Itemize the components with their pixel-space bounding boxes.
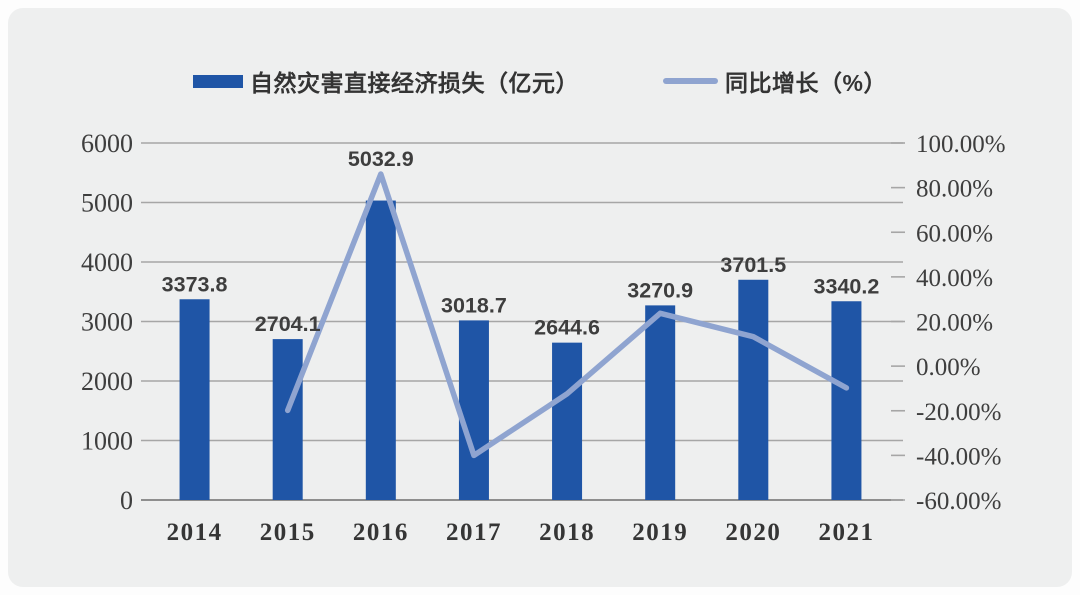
- x-axis-label-2016: 2016: [353, 519, 409, 546]
- right-axis-tick-label: 40.00%: [916, 265, 993, 292]
- right-axis-tick-label: -40.00%: [916, 443, 1001, 470]
- left-axis-tick-label: 4000: [81, 248, 133, 277]
- bar-2017: [458, 320, 489, 500]
- legend-label-economic-loss: 自然灾害直接经济损失（亿元）: [250, 70, 580, 96]
- bar-2015: [272, 339, 303, 500]
- left-axis-tick-label: 2000: [81, 367, 133, 396]
- x-axis-label-2020: 2020: [725, 519, 781, 546]
- x-axis-label-2014: 2014: [167, 519, 223, 546]
- bar-series-swatch-icon: [193, 74, 244, 88]
- bar-2014: [179, 299, 210, 500]
- bar-value-label-2016: 5032.9: [348, 147, 414, 171]
- bar-2016: [365, 200, 396, 500]
- right-axis-tick-label: 20.00%: [916, 310, 993, 337]
- left-axis-tick-label: 3000: [81, 308, 133, 337]
- yoy-growth-line: [284, 171, 850, 459]
- legend-item-yoy-growth: 同比增长（%）: [663, 64, 887, 98]
- right-axis-tick-label: -20.00%: [916, 399, 1001, 426]
- left-axis-tick-label: 1000: [81, 427, 133, 456]
- bar-value-label-2021: 3340.2: [814, 274, 880, 298]
- bar-value-label-2015: 2704.1: [255, 312, 321, 336]
- bar-2018: [552, 342, 583, 500]
- legend: 自然灾害直接经济损失（亿元） 同比增长（%）: [8, 64, 1072, 98]
- right-axis-tick-label: 80.00%: [916, 176, 993, 203]
- bar-value-label-2017: 3018.7: [441, 293, 507, 317]
- bar-value-label-2020: 3701.5: [720, 253, 786, 277]
- right-axis-tick-label: -60.00%: [916, 488, 1001, 515]
- x-axis-label-2015: 2015: [260, 519, 316, 546]
- left-axis-tick-label: 6000: [81, 129, 133, 158]
- x-axis-label-2019: 2019: [632, 519, 688, 546]
- bar-2019: [645, 305, 676, 500]
- bar-value-label-2018: 2644.6: [534, 316, 600, 340]
- x-axis-label-2017: 2017: [446, 519, 502, 546]
- bar-value-label-2014: 3373.8: [162, 272, 228, 296]
- legend-label-yoy-growth: 同比增长（%）: [725, 70, 887, 96]
- line-series-swatch-icon: [663, 78, 719, 84]
- x-axis-label-2021: 2021: [818, 519, 874, 546]
- right-axis-tick-label: 60.00%: [916, 220, 993, 247]
- x-axis-label-2018: 2018: [539, 519, 595, 546]
- left-axis-tick-label: 0: [120, 486, 133, 515]
- right-axis-tick-label: 100.00%: [916, 131, 1006, 158]
- right-axis-tick-label: 0.00%: [916, 354, 981, 381]
- left-axis-tick-label: 5000: [81, 189, 133, 218]
- bar-2021: [831, 301, 862, 500]
- bar-value-label-2019: 3270.9: [627, 278, 693, 302]
- bar-2020: [738, 279, 769, 500]
- legend-item-economic-loss: 自然灾害直接经济损失（亿元）: [193, 64, 579, 98]
